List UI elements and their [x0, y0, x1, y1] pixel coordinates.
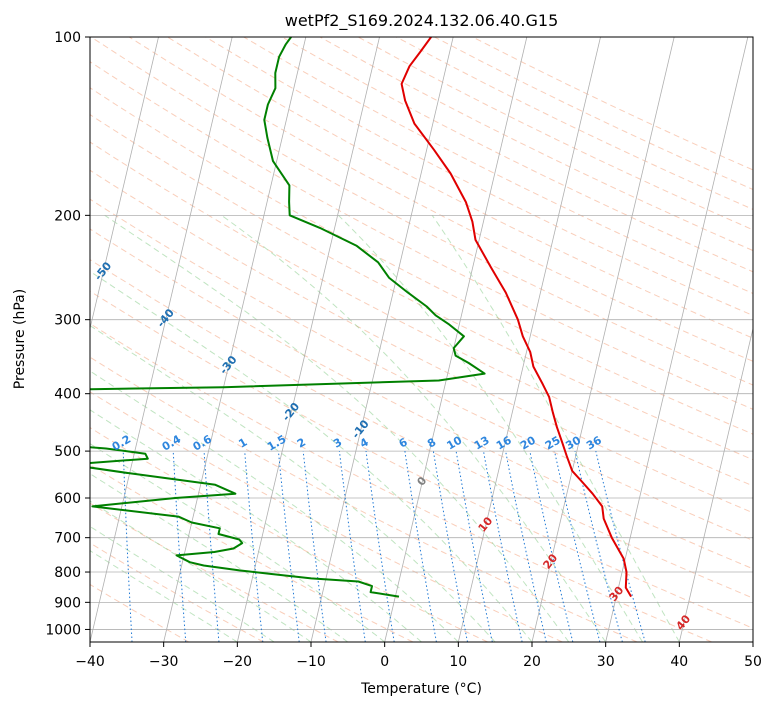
x-axis-label: Temperature (°C) [360, 681, 482, 697]
isotherm-line [605, 37, 749, 642]
moist-adiabat [90, 409, 422, 642]
plot-frame [89, 36, 754, 643]
y-axis-label: Pressure (hPa) [12, 289, 28, 389]
chart-title: wetPf2_S169.2024.132.06.40.G15 [285, 11, 559, 31]
moist-adiabat [90, 270, 533, 642]
dry-adiabat [90, 427, 488, 642]
mixing-ratio-line [365, 451, 395, 642]
y-tick-label: 600 [54, 491, 81, 507]
isotherm-line [236, 37, 380, 642]
mixing-ratio-line [505, 451, 547, 642]
isotherm-line [457, 37, 601, 642]
moist-adiabats [90, 214, 680, 642]
y-axis-ticks: 100 200 300 400 500 600 700 800 900 1000 [45, 30, 90, 638]
y-tick-label: 700 [54, 531, 81, 547]
mixing-ratio-line [338, 451, 366, 642]
mixing-ratio-line [455, 451, 493, 642]
x-tick-label: 40 [670, 654, 688, 670]
y-tick-label: 100 [54, 30, 81, 46]
mixing-ratio-line [277, 451, 300, 642]
gridlines [90, 37, 753, 642]
mixing-ratio-line [574, 450, 623, 642]
dry-adiabat [90, 141, 753, 487]
isotherm-line [384, 37, 528, 642]
x-tick-label: 50 [744, 654, 762, 670]
moist-adiabat [431, 215, 680, 642]
dry-adiabat [205, 37, 753, 317]
y-tick-label: 900 [54, 595, 81, 611]
y-tick-label: 800 [54, 565, 81, 581]
moist-adiabat [90, 550, 238, 642]
x-tick-label: −10 [296, 654, 326, 670]
y-tick-label: 200 [54, 208, 81, 224]
isotherm-line [163, 37, 307, 642]
dewpoint-line [90, 37, 486, 598]
moist-adiabat [104, 214, 570, 642]
dry-adiabat [90, 169, 753, 514]
moist-adiabat [90, 500, 312, 642]
dry-adiabat [90, 502, 339, 642]
x-tick-label: 20 [523, 654, 541, 670]
mixing-ratio-line [244, 451, 264, 642]
x-tick-label: −20 [223, 654, 253, 670]
mixing-ratio-line [302, 451, 327, 642]
isotherm-line [678, 326, 753, 642]
moist-adiabat [90, 370, 459, 642]
dry-adiabat [90, 37, 753, 386]
x-axis-ticks: −40 −30 −20 −10 0 10 20 30 40 50 [75, 642, 762, 670]
y-tick-label: 400 [54, 387, 81, 403]
isotherm-line [531, 37, 675, 642]
dry-adiabat [90, 583, 190, 642]
dry-adiabat [90, 356, 638, 642]
dry-adiabat [90, 198, 753, 541]
isotherm-line [310, 37, 454, 642]
temperature-line [400, 37, 632, 598]
dry-adiabat [90, 259, 753, 599]
x-tick-label: −40 [75, 654, 105, 670]
x-tick-label: 10 [449, 654, 467, 670]
moist-adiabat [221, 214, 607, 642]
mixing-ratio-line [203, 451, 220, 642]
x-tick-label: 30 [597, 654, 615, 670]
moist-adiabat [338, 214, 643, 642]
y-tick-label: 1000 [45, 622, 81, 638]
moist-adiabat [90, 525, 275, 642]
moist-adiabat [90, 473, 349, 642]
mixing-ratio-line [554, 450, 601, 642]
moist-adiabat [90, 325, 496, 642]
isotherm-line [90, 37, 159, 331]
dry-adiabat [90, 114, 753, 461]
dry-adiabat [90, 323, 712, 642]
profile-lines [90, 37, 632, 598]
y-tick-label: 500 [54, 444, 81, 460]
x-tick-label: 0 [380, 654, 389, 670]
mixing-ratio-line [483, 451, 523, 642]
y-tick-label: 300 [54, 313, 81, 329]
isotherm-line [90, 37, 233, 642]
x-tick-label: −30 [149, 654, 179, 670]
dry-adiabat [243, 37, 753, 294]
mixing-ratio-line [529, 450, 574, 642]
dry-adiabat [128, 37, 753, 362]
